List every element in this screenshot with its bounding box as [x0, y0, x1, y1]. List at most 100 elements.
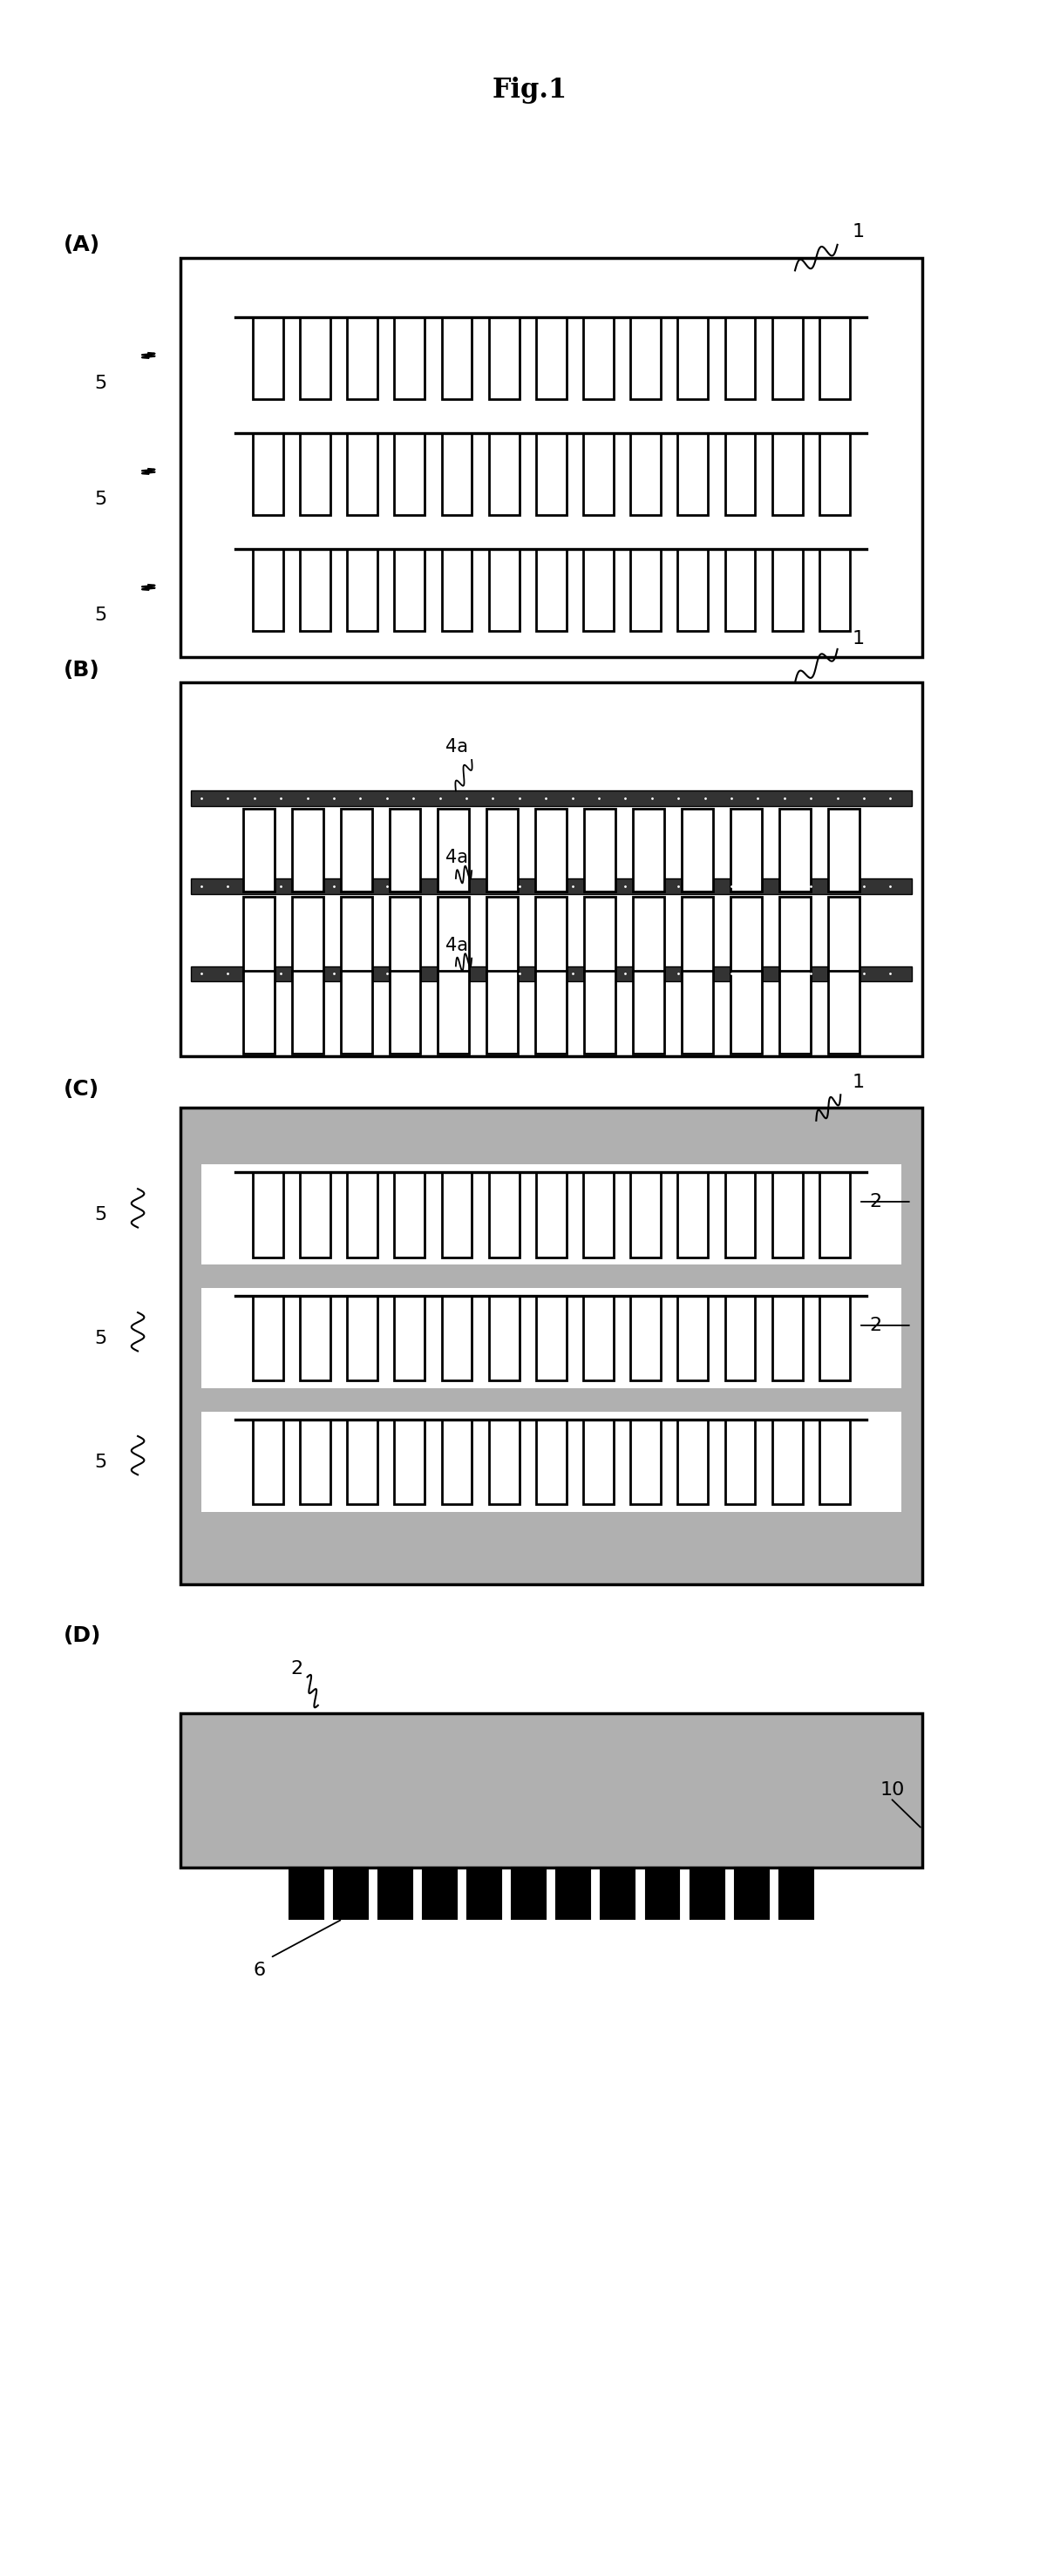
Polygon shape: [725, 1296, 756, 1381]
Polygon shape: [489, 433, 519, 515]
Polygon shape: [347, 317, 377, 399]
Polygon shape: [243, 971, 275, 1054]
Polygon shape: [631, 317, 660, 399]
Polygon shape: [442, 433, 472, 515]
Polygon shape: [682, 809, 713, 891]
Polygon shape: [536, 1172, 566, 1257]
Polygon shape: [725, 1172, 756, 1257]
Text: 5: 5: [94, 492, 107, 507]
Polygon shape: [389, 971, 421, 1054]
Bar: [289, 1868, 323, 1919]
Polygon shape: [725, 549, 756, 631]
Polygon shape: [772, 433, 802, 515]
Polygon shape: [682, 896, 713, 979]
Polygon shape: [347, 433, 377, 515]
Polygon shape: [347, 1419, 377, 1504]
Polygon shape: [300, 1296, 331, 1381]
Bar: [334, 1868, 368, 1919]
Text: 10: 10: [880, 1783, 904, 1798]
Text: 2: 2: [869, 1316, 882, 1334]
Polygon shape: [819, 1296, 850, 1381]
Polygon shape: [583, 1419, 614, 1504]
Text: (B): (B): [64, 659, 100, 680]
Polygon shape: [292, 896, 323, 979]
Polygon shape: [347, 1296, 377, 1381]
Bar: [191, 791, 912, 806]
Polygon shape: [819, 1172, 850, 1257]
Polygon shape: [819, 433, 850, 515]
Polygon shape: [347, 1172, 377, 1257]
Polygon shape: [252, 549, 283, 631]
Polygon shape: [442, 1172, 472, 1257]
Polygon shape: [677, 433, 708, 515]
Polygon shape: [487, 896, 518, 979]
Polygon shape: [677, 1296, 708, 1381]
Text: 5: 5: [94, 1453, 107, 1471]
Text: 1: 1: [852, 224, 865, 240]
Bar: [735, 1868, 768, 1919]
Text: 4a: 4a: [445, 938, 467, 953]
Polygon shape: [677, 1419, 708, 1504]
Polygon shape: [438, 896, 470, 979]
Polygon shape: [779, 809, 811, 891]
Text: 1: 1: [852, 631, 865, 647]
Polygon shape: [394, 1172, 425, 1257]
Polygon shape: [725, 317, 756, 399]
Polygon shape: [252, 317, 283, 399]
Text: 4a: 4a: [445, 739, 467, 755]
Polygon shape: [819, 549, 850, 631]
Text: 6: 6: [253, 1963, 266, 1978]
Text: (C): (C): [64, 1079, 100, 1100]
Polygon shape: [489, 1172, 519, 1257]
Polygon shape: [394, 317, 425, 399]
Polygon shape: [819, 317, 850, 399]
Polygon shape: [389, 809, 421, 891]
Polygon shape: [442, 549, 472, 631]
Polygon shape: [536, 549, 566, 631]
Polygon shape: [677, 1172, 708, 1257]
Polygon shape: [772, 1296, 802, 1381]
Polygon shape: [442, 1419, 472, 1504]
Polygon shape: [300, 1419, 331, 1504]
Polygon shape: [584, 971, 616, 1054]
Polygon shape: [631, 1172, 660, 1257]
Bar: [556, 1868, 590, 1919]
Polygon shape: [730, 971, 762, 1054]
Polygon shape: [772, 317, 802, 399]
Polygon shape: [535, 896, 567, 979]
Polygon shape: [442, 1296, 472, 1381]
Bar: [180, 1713, 922, 1868]
Polygon shape: [583, 317, 614, 399]
Bar: [191, 878, 912, 894]
Polygon shape: [633, 971, 665, 1054]
Polygon shape: [300, 549, 331, 631]
Text: 5: 5: [94, 608, 107, 623]
Polygon shape: [438, 971, 470, 1054]
Polygon shape: [631, 1419, 660, 1504]
Polygon shape: [394, 549, 425, 631]
Bar: [690, 1868, 724, 1919]
Polygon shape: [772, 549, 802, 631]
Polygon shape: [489, 549, 519, 631]
Polygon shape: [828, 896, 860, 979]
Bar: [201, 1288, 901, 1388]
Text: 5: 5: [94, 1206, 107, 1224]
Polygon shape: [300, 433, 331, 515]
Polygon shape: [394, 433, 425, 515]
Polygon shape: [487, 809, 518, 891]
Polygon shape: [677, 317, 708, 399]
Polygon shape: [300, 1172, 331, 1257]
Bar: [180, 1108, 922, 1584]
Polygon shape: [438, 809, 470, 891]
Bar: [201, 1164, 901, 1265]
Polygon shape: [252, 1296, 283, 1381]
Polygon shape: [252, 1419, 283, 1504]
Text: 2: 2: [869, 1193, 882, 1211]
Polygon shape: [487, 971, 518, 1054]
Text: 5: 5: [94, 1329, 107, 1347]
Polygon shape: [394, 1419, 425, 1504]
Polygon shape: [243, 896, 275, 979]
Polygon shape: [633, 809, 665, 891]
Bar: [467, 1868, 501, 1919]
Polygon shape: [394, 1296, 425, 1381]
